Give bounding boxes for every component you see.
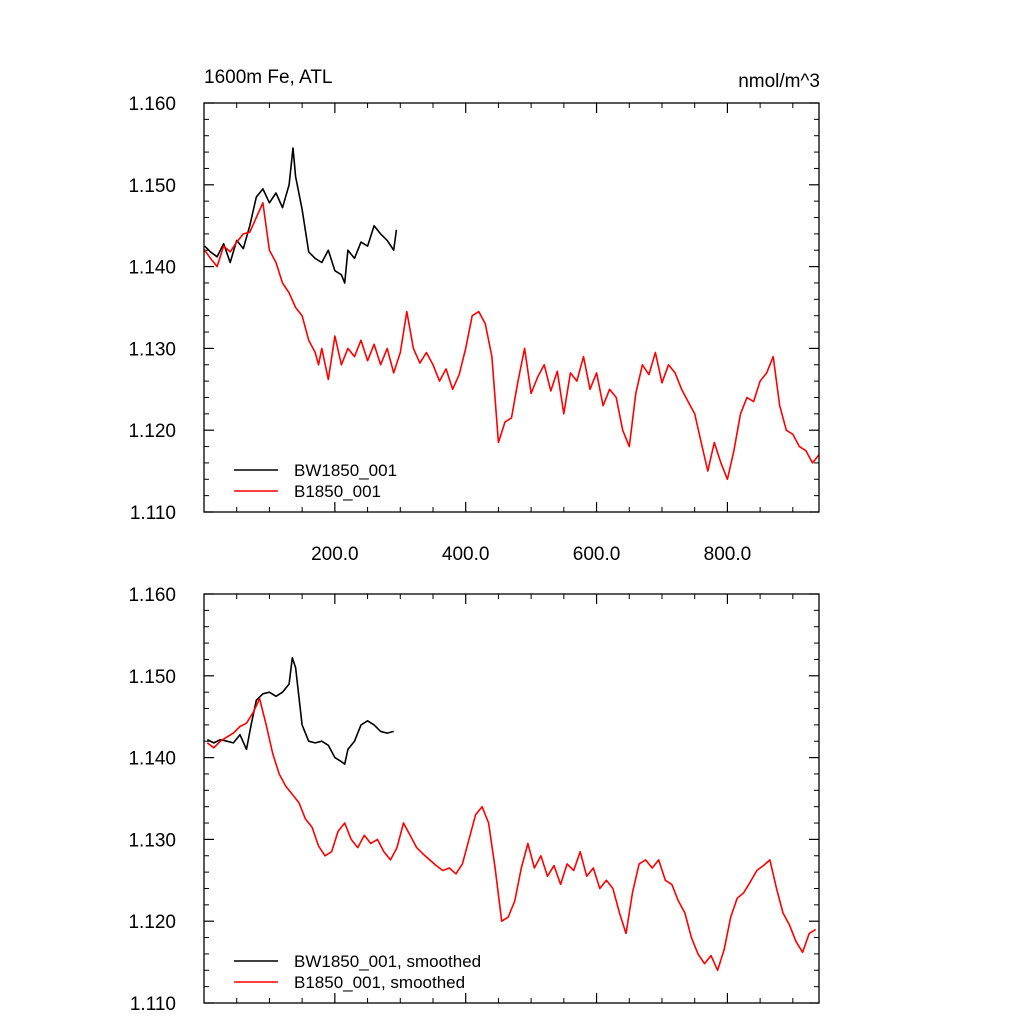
y-tick-label: 1.110 (130, 994, 176, 1015)
series-line-bw1850 (204, 147, 398, 284)
series-line-b1850 (204, 202, 820, 481)
x-tick-label: 400.0 (442, 544, 490, 565)
y-tick-label: 1.120 (128, 421, 176, 442)
y-tick-label: 1.120 (128, 912, 176, 933)
x-tick-label: 200.0 (311, 544, 359, 565)
top-panel: 1600m Fe, ATL nmol/m^3 1.1601.1501.1401.… (128, 67, 820, 565)
legend-label-bw1850: BW1850_001 (294, 461, 397, 480)
bottom-panel: 1.160 1.150 1.140 1.130 1.120 1.110 BW1850_00… (128, 585, 820, 1015)
y-tick-label: 1.150 (128, 667, 176, 688)
series-line-b1850 (206, 697, 817, 972)
y-tick-labels: 1.160 1.150 1.140 1.130 1.120 1.110 (128, 585, 176, 1015)
series-lines (204, 147, 820, 481)
x-tick-label: 800.0 (704, 544, 752, 565)
legend: BW1850_001 B1850_001 (234, 461, 397, 501)
x-tick-label: 600.0 (573, 544, 621, 565)
y-tick-label: 1.150 (128, 176, 176, 197)
panel-title: 1600m Fe, ATL (204, 67, 333, 88)
legend-label-b1850-smoothed: B1850_001, smoothed (294, 973, 465, 992)
x-tick-labels: 200.0 400.0 600.0 800.0 (311, 544, 751, 565)
legend-label-b1850: B1850_001 (294, 482, 381, 501)
y-tick-label: 1.140 (128, 749, 176, 770)
y-tick-label: 1.160 (128, 94, 176, 115)
y-tick-label: 1.160 (128, 585, 176, 606)
units-label: nmol/m^3 (738, 71, 820, 92)
y-tick-label: 1.130 (128, 830, 176, 851)
plot-frame (203, 593, 820, 1004)
series-lines (206, 656, 817, 972)
legend-label-bw1850-smoothed: BW1850_001, smoothed (294, 952, 481, 971)
y-tick-label: 1.110 (130, 503, 176, 524)
y-tick-label: 1.130 (128, 339, 176, 360)
y-tick-labels: 1.160 1.150 1.140 1.130 1.120 1.110 (128, 94, 176, 524)
plot-frame (203, 102, 820, 513)
legend: BW1850_001, smoothed B1850_001, smoothed (234, 952, 481, 992)
y-tick-label: 1.140 (128, 258, 176, 279)
series-line-bw1850 (206, 656, 394, 765)
